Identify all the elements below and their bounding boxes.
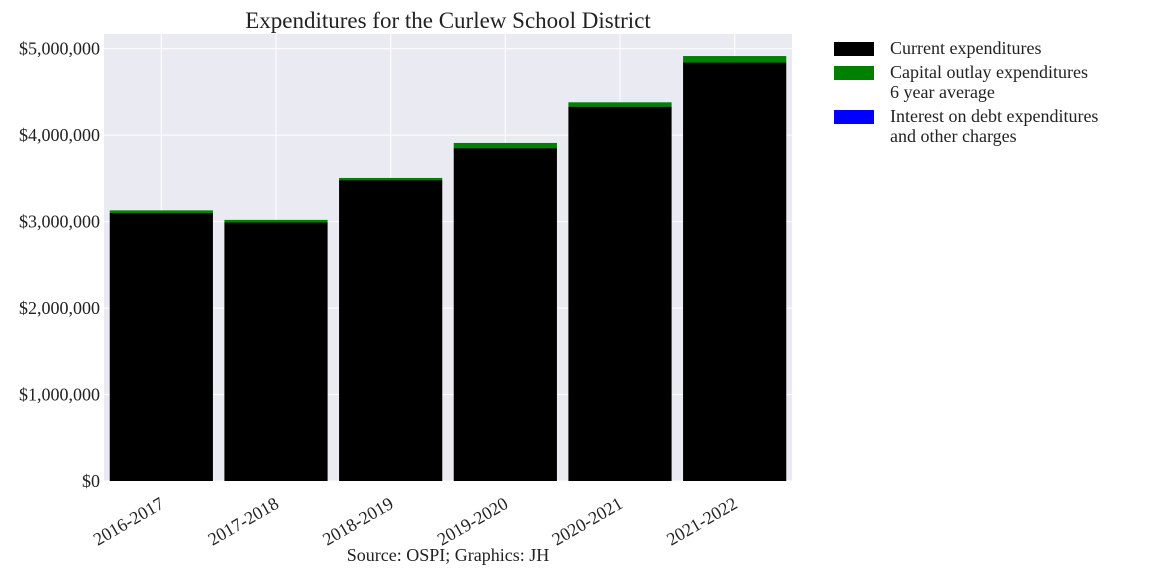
x-tick-label: 2018-2019 (319, 493, 397, 549)
x-tick-label: 2017-2018 (204, 493, 282, 549)
bar-2017-2018-series-0 (224, 222, 328, 481)
legend-item: Interest on debt expenditures and other … (834, 106, 1144, 146)
legend-label: Interest on debt expenditures and other … (890, 106, 1099, 146)
x-tick-label: 2019-2020 (434, 493, 512, 549)
bar-2019-2020-series-0 (453, 148, 557, 481)
y-tick-label: $3,000,000 (19, 212, 100, 232)
x-tick-label: 2021-2022 (663, 493, 741, 549)
bars-group (109, 56, 787, 482)
source-note: Source: OSPI; Graphics: JH (347, 545, 549, 565)
bar-2020-2021-series-1 (568, 102, 672, 107)
y-tick-label: $2,000,000 (19, 298, 100, 318)
legend-label: Current expenditures (890, 38, 1042, 58)
x-tick-label: 2020-2021 (548, 493, 626, 549)
plot-area (104, 34, 792, 481)
legend: Current expenditures Capital outlay expen… (834, 38, 1144, 150)
x-axis-ticks: 2016-2017 2017-2018 2018-2019 2019-2020 2020… (90, 493, 741, 549)
legend-swatch (834, 66, 874, 80)
bar-2021-2022-series-1 (683, 56, 787, 63)
y-tick-label: $5,000,000 (19, 39, 100, 59)
bar-2017-2018-series-1 (224, 219, 328, 223)
bar-2016-2017-series-0 (109, 212, 213, 482)
bar-2021-2022-series-0 (683, 62, 787, 481)
legend-item: Current expenditures (834, 38, 1144, 58)
bar-2016-2017-series-1 (109, 210, 213, 213)
bar-2018-2019-series-1 (339, 177, 443, 181)
chart-title: Expenditures for the Curlew School Distr… (245, 8, 651, 33)
y-tick-label: $0 (82, 471, 100, 491)
legend-label: Capital outlay expenditures 6 year avera… (890, 62, 1088, 102)
legend-swatch (834, 42, 874, 56)
bar-2020-2021-series-0 (568, 106, 672, 481)
y-axis-ticks: $0 $1,000,000 $2,000,000 $3,000,000 $4,000,0… (19, 39, 100, 491)
legend-item: Capital outlay expenditures 6 year avera… (834, 62, 1144, 102)
bar-2019-2020-series-1 (453, 142, 557, 149)
bar-2018-2019-series-0 (339, 180, 443, 481)
x-tick-label: 2016-2017 (90, 493, 168, 549)
y-tick-label: $4,000,000 (19, 125, 100, 145)
y-tick-label: $1,000,000 (19, 385, 100, 405)
legend-swatch (834, 110, 874, 124)
